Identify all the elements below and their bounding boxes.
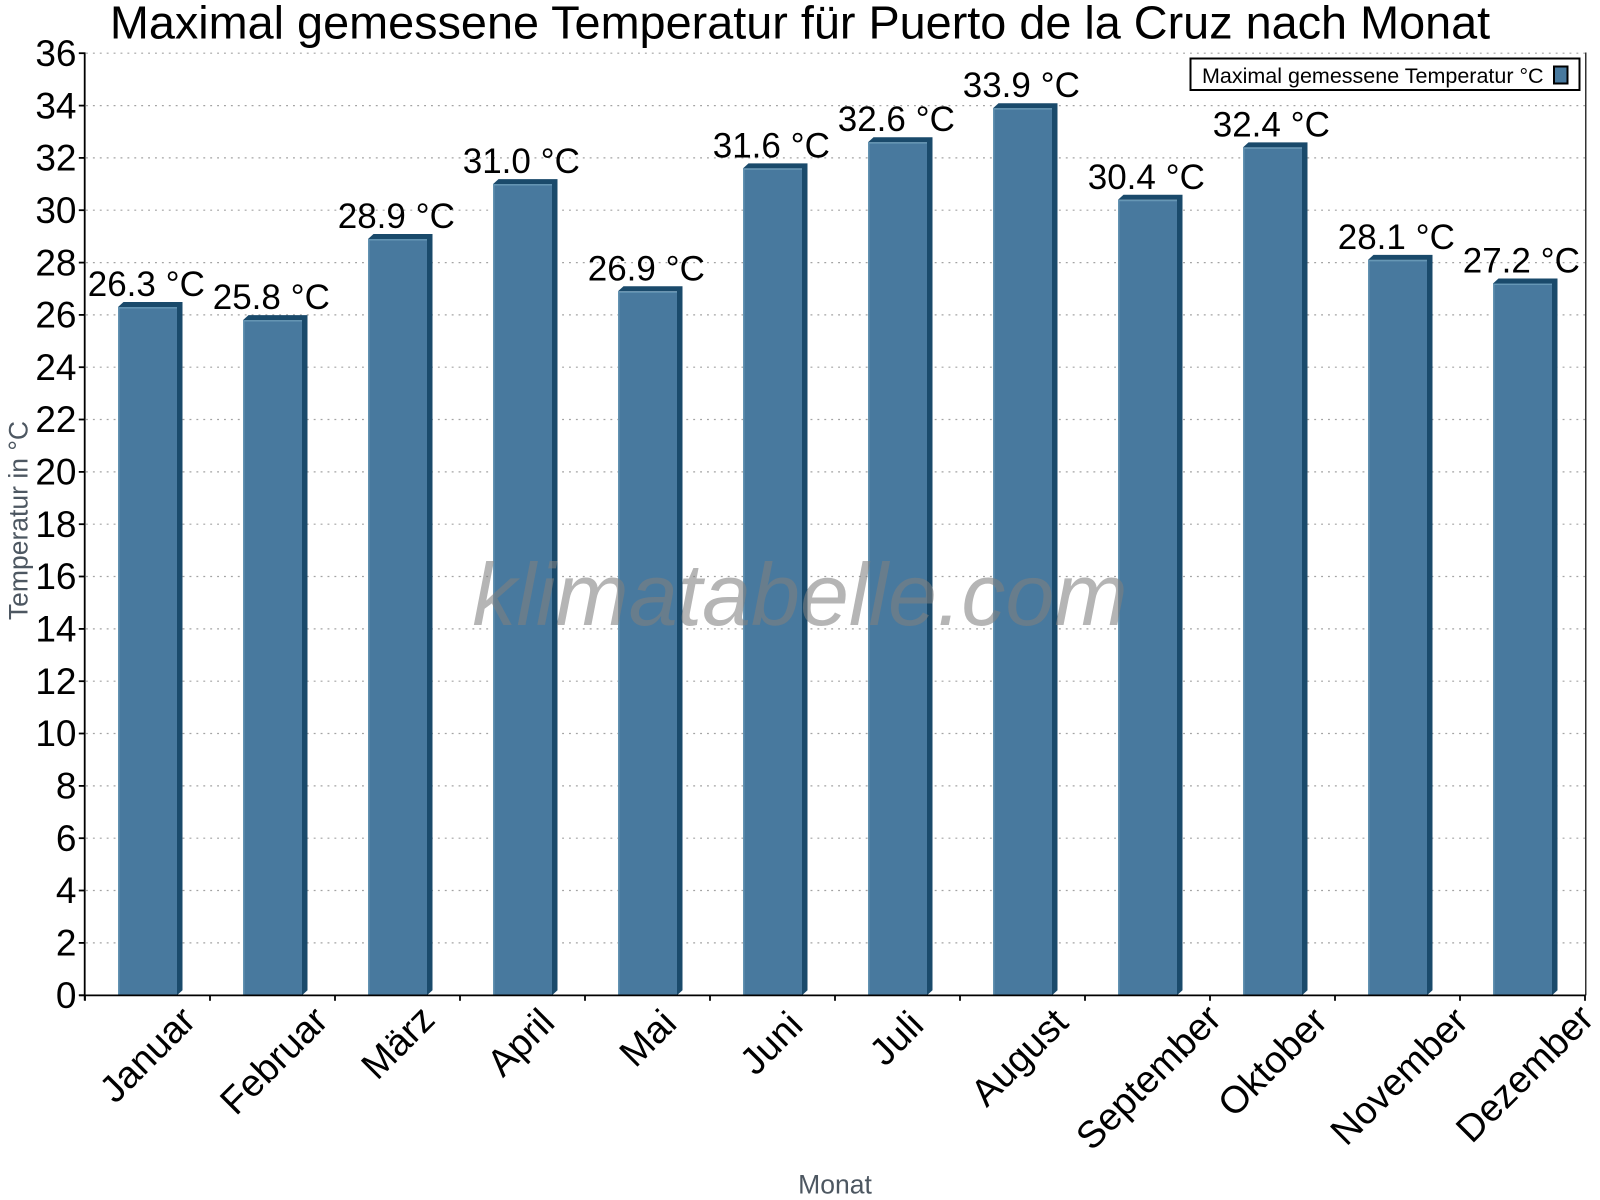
svg-text:2: 2 <box>56 923 77 964</box>
svg-text:28: 28 <box>35 242 76 283</box>
svg-text:25.8 °C: 25.8 °C <box>213 278 330 317</box>
svg-text:27.2 °C: 27.2 °C <box>1463 242 1580 281</box>
svg-text:31.6 °C: 31.6 °C <box>713 126 830 165</box>
svg-text:32: 32 <box>35 138 76 179</box>
svg-text:26.9 °C: 26.9 °C <box>588 249 705 288</box>
svg-text:4: 4 <box>56 870 77 911</box>
svg-text:8: 8 <box>56 766 77 807</box>
svg-text:30: 30 <box>35 190 76 231</box>
svg-text:36: 36 <box>35 33 76 74</box>
svg-text:14: 14 <box>35 609 76 650</box>
svg-text:34: 34 <box>35 85 76 126</box>
svg-text:22: 22 <box>35 399 76 440</box>
svg-text:26: 26 <box>35 295 76 336</box>
svg-text:28.1 °C: 28.1 °C <box>1338 218 1455 257</box>
svg-text:31.0 °C: 31.0 °C <box>463 142 580 181</box>
svg-text:26.3 °C: 26.3 °C <box>88 265 205 304</box>
svg-text:20: 20 <box>35 452 76 493</box>
svg-text:klimatabelle.com: klimatabelle.com <box>472 545 1127 644</box>
svg-text:Maximal gemessene Temperatur f: Maximal gemessene Temperatur für Puerto … <box>110 0 1490 49</box>
svg-text:Maximal gemessene Temperatur °: Maximal gemessene Temperatur °C <box>1202 64 1544 88</box>
svg-text:33.9 °C: 33.9 °C <box>963 66 1080 105</box>
svg-text:32.6 °C: 32.6 °C <box>838 100 955 139</box>
svg-text:18: 18 <box>35 504 76 545</box>
svg-text:0: 0 <box>56 975 77 1016</box>
svg-text:Monat: Monat <box>798 1170 872 1200</box>
svg-text:12: 12 <box>35 661 76 702</box>
svg-text:16: 16 <box>35 556 76 597</box>
svg-text:28.9 °C: 28.9 °C <box>338 197 455 236</box>
svg-text:32.4 °C: 32.4 °C <box>1213 105 1330 144</box>
svg-text:30.4 °C: 30.4 °C <box>1088 158 1205 197</box>
svg-text:24: 24 <box>35 347 76 388</box>
svg-text:Temperatur in °C: Temperatur in °C <box>4 421 34 620</box>
svg-text:10: 10 <box>35 713 76 754</box>
svg-text:6: 6 <box>56 818 77 859</box>
